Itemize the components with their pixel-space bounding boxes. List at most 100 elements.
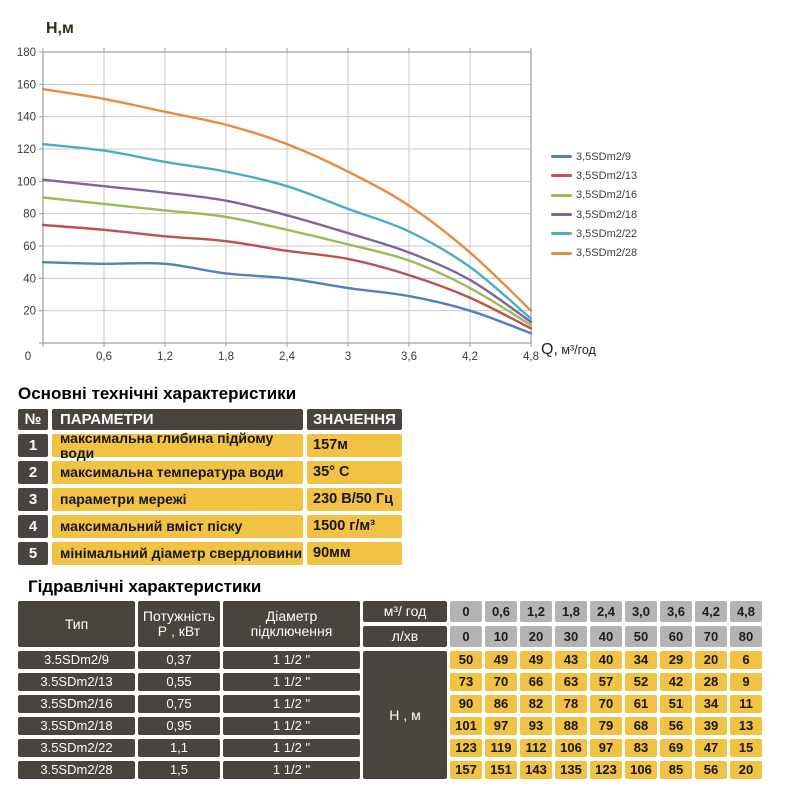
row-number: 3 bbox=[18, 488, 48, 511]
head-value: 42 bbox=[660, 673, 692, 691]
head-value: 83 bbox=[625, 739, 657, 757]
parameter-value: 1500 г/м³ bbox=[307, 515, 402, 538]
legend-item: 3,5SDm2/28 bbox=[551, 243, 637, 262]
head-value: 63 bbox=[555, 673, 587, 691]
pump-type: 3.5SDm2/18 bbox=[18, 717, 135, 735]
x-tick-label: 3,6 bbox=[401, 351, 417, 363]
parameter-value: 157м bbox=[307, 434, 402, 457]
pump-connection-diameter: 1 1/2 " bbox=[223, 695, 360, 713]
head-value: 47 bbox=[695, 739, 727, 757]
flow-hour-value: 1,8 bbox=[555, 601, 587, 622]
row-number: 5 bbox=[18, 542, 48, 565]
column-header-type: Тип bbox=[18, 601, 135, 647]
head-value: 157 bbox=[450, 761, 482, 779]
flow-hour-value: 2,4 bbox=[590, 601, 622, 622]
head-value: 79 bbox=[590, 717, 622, 735]
legend-item: 3,5SDm2/22 bbox=[551, 224, 637, 243]
chart-legend: 3,5SDm2/9 3,5SDm2/13 3,5SDm2/16 3,5SDm2/18 3… bbox=[551, 147, 637, 263]
head-value: 40 bbox=[590, 651, 622, 669]
pump-type: 3.5SDm2/9 bbox=[18, 651, 135, 669]
column-header-num: № bbox=[18, 409, 48, 430]
column-header-param: ПАРАМЕТРИ bbox=[52, 409, 303, 430]
legend-label: 3,5SDm2/22 bbox=[576, 227, 638, 240]
head-value: 112 bbox=[520, 739, 552, 757]
head-value: 70 bbox=[590, 695, 622, 713]
flow-hour-value: 0 bbox=[450, 601, 482, 622]
head-value: 49 bbox=[520, 651, 552, 669]
head-value: 50 bbox=[450, 651, 482, 669]
parameter-name: максимальна глибина підйому води bbox=[52, 430, 303, 460]
x-tick-label: 0 bbox=[25, 351, 31, 363]
flow-min-value: 80 bbox=[730, 626, 762, 647]
head-value: 57 bbox=[590, 673, 622, 691]
flow-min-value: 40 bbox=[590, 626, 622, 647]
pump-type: 3.5SDm2/28 bbox=[18, 761, 135, 779]
head-value: 106 bbox=[625, 761, 657, 779]
head-value: 70 bbox=[485, 673, 517, 691]
series-line-3,5SDm2/9 bbox=[41, 260, 533, 335]
head-value: 69 bbox=[660, 739, 692, 757]
pump-connection-diameter: 1 1/2 " bbox=[223, 673, 360, 691]
flow-min-value: 70 bbox=[695, 626, 727, 647]
y-tick-label: 120 bbox=[17, 144, 36, 156]
legend-swatch bbox=[551, 155, 572, 159]
pump-connection-diameter: 1 1/2 " bbox=[223, 651, 360, 669]
row-header-flow-min: л/хв bbox=[363, 626, 447, 647]
legend-label: 3,5SDm2/13 bbox=[576, 169, 638, 182]
series-line-3,5SDm2/13 bbox=[41, 223, 533, 330]
flow-hour-value: 4,2 bbox=[695, 601, 727, 622]
x-tick-label: 3 bbox=[345, 351, 351, 363]
parameter-name: параметри мережі bbox=[52, 488, 303, 511]
legend-label: 3,5SDm2/16 bbox=[576, 189, 638, 202]
head-value: 43 bbox=[555, 651, 587, 669]
pump-curves-chart: 20 40 60 80 100 120 140 160 180 0 0,6 1,2 1,8 2,4 3 3,6… bbox=[17, 47, 539, 363]
pump-power: 0,37 bbox=[138, 651, 220, 669]
flow-hour-value: 3,6 bbox=[660, 601, 692, 622]
y-tick-label: 80 bbox=[23, 209, 36, 221]
parameter-value: 230 В/50 Гц bbox=[307, 488, 402, 511]
head-value: 78 bbox=[555, 695, 587, 713]
head-value: 101 bbox=[450, 717, 482, 735]
parameter-name: мінімальний діаметр свердловини bbox=[52, 542, 303, 565]
flow-hour-value: 0,6 bbox=[485, 601, 517, 622]
x-axis-title-q: Q, bbox=[541, 341, 558, 358]
legend-label: 3,5SDm2/9 bbox=[576, 150, 632, 163]
column-header-diameter-line2: підключення bbox=[250, 623, 333, 639]
y-tick-label: 180 bbox=[17, 47, 36, 59]
hydraulic-table: Тип Потужність Р , кВт Діаметр підключен… bbox=[18, 601, 765, 779]
parameter-name: максимальний вміст піску bbox=[52, 515, 303, 538]
head-value: 90 bbox=[450, 695, 482, 713]
head-value: 56 bbox=[660, 717, 692, 735]
x-tick-label: 4,2 bbox=[462, 351, 478, 363]
series-line-3,5SDm2/18 bbox=[41, 178, 533, 324]
parameter-name: максимальна температура води bbox=[52, 461, 303, 484]
legend-item: 3,5SDm2/13 bbox=[551, 166, 637, 185]
head-value: 61 bbox=[625, 695, 657, 713]
y-tick-label: 20 bbox=[23, 306, 36, 318]
flow-hour-value: 4,8 bbox=[730, 601, 762, 622]
head-value: 82 bbox=[520, 695, 552, 713]
x-tick-label: 2,4 bbox=[279, 351, 296, 363]
flow-hour-value: 3,0 bbox=[625, 601, 657, 622]
head-value: 15 bbox=[730, 739, 762, 757]
head-value: 11 bbox=[730, 695, 762, 713]
legend-swatch bbox=[551, 193, 572, 197]
flow-min-value: 0 bbox=[450, 626, 482, 647]
y-tick-label: 140 bbox=[17, 112, 36, 124]
legend-item: 3,5SDm2/16 bbox=[551, 186, 637, 205]
head-value: 9 bbox=[730, 673, 762, 691]
legend-label: 3,5SDm2/28 bbox=[576, 247, 638, 260]
hydraulic-title: Гідравлічні характеристики bbox=[28, 577, 262, 596]
y-tick-label: 100 bbox=[17, 176, 36, 188]
column-header-power-line2: Р , кВт bbox=[157, 623, 201, 639]
head-value: 28 bbox=[695, 673, 727, 691]
pump-type: 3.5SDm2/16 bbox=[18, 695, 135, 713]
head-value: 97 bbox=[590, 739, 622, 757]
pump-power: 1,1 bbox=[138, 739, 220, 757]
parameter-value: 35° С bbox=[307, 461, 402, 484]
head-value: 34 bbox=[695, 695, 727, 713]
flow-min-value: 60 bbox=[660, 626, 692, 647]
row-number: 2 bbox=[18, 461, 48, 484]
head-value: 51 bbox=[660, 695, 692, 713]
pump-power: 0,55 bbox=[138, 673, 220, 691]
